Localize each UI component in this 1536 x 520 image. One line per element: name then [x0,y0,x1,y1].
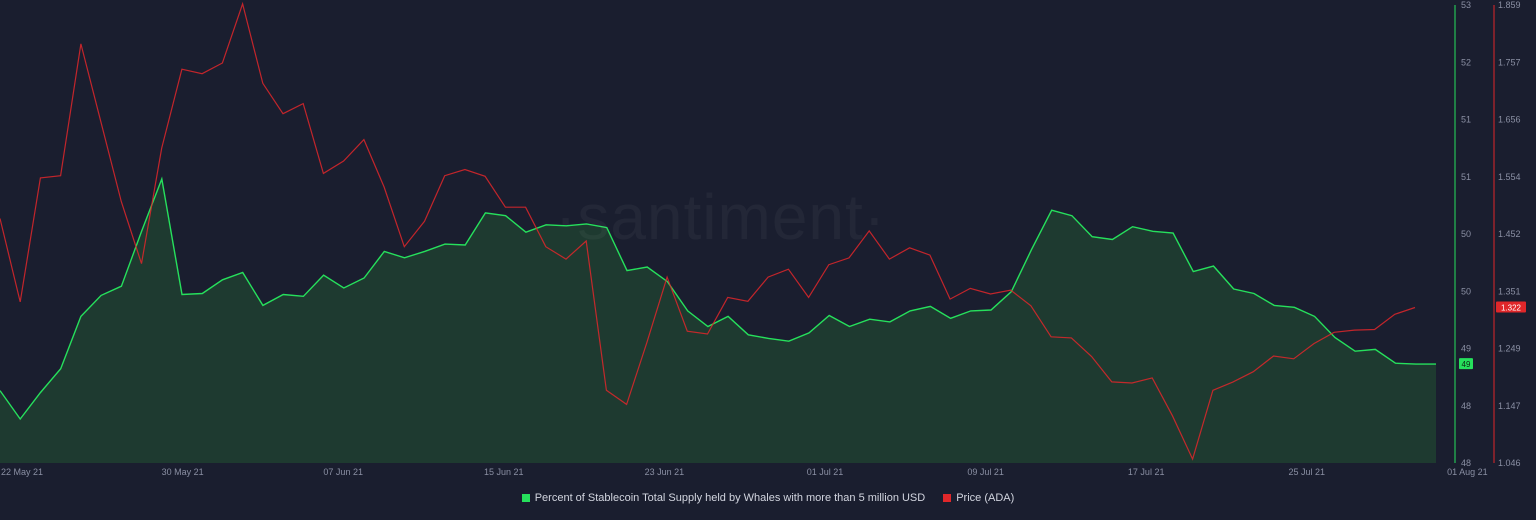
legend-item-price-ada[interactable]: Price (ADA) [943,492,1014,504]
y-right-tick-label: 1.452 [1498,229,1521,239]
chart-legend: Percent of Stablecoin Total Supply held … [0,492,1536,504]
x-tick-label: 09 Jul 21 [967,467,1004,477]
y-right-tick-label: 1.046 [1498,458,1521,468]
legend-item-whale-supply[interactable]: Percent of Stablecoin Total Supply held … [521,492,926,504]
legend-label-price-ada: Price (ADA) [956,492,1015,504]
whale-supply-value-badge [1459,358,1473,370]
y-right-tick-label: 1.351 [1498,286,1521,296]
legend-swatch-whale-supply [521,494,530,502]
legend-swatch-price-ada [943,494,952,502]
whale-supply-area [0,179,1436,463]
y-right-tick-label: 1.147 [1498,401,1521,411]
y-left-tick-label: 51 [1461,115,1471,125]
chart-svg: 53 52 51 51 50 50 49 48 48 1.859 1.757 1.656 1.554 1.… [0,0,1526,477]
whale-supply-value-badge-text: 49 [1462,360,1471,369]
y-left-tick-label: 48 [1461,401,1471,411]
y-left-tick-label: 50 [1461,286,1471,296]
y-right-tick-label: 1.656 [1498,115,1521,125]
y-left-tick-label: 49 [1461,344,1471,354]
price-ada-value-badge-text: 1.322 [1501,304,1522,313]
x-tick-label: 01 Jul 21 [807,467,844,477]
x-tick-label: 30 May 21 [162,467,204,477]
y-left-tick-label: 53 [1461,0,1471,10]
price-ada-value-badge [1496,301,1526,313]
y-right-tick-label: 1.554 [1498,172,1521,182]
x-tick-label: 23 Jun 21 [645,467,685,477]
x-tick-label: 07 Jun 21 [323,467,363,477]
x-tick-label: 25 Jul 21 [1289,467,1326,477]
x-tick-label: 15 Jun 21 [484,467,524,477]
legend-label-whale-supply: Percent of Stablecoin Total Supply held … [534,492,926,504]
y-left-tick-label: 52 [1461,57,1471,67]
y-right-tick-label: 1.757 [1498,57,1521,67]
y-left-tick-label: 48 [1461,458,1471,468]
y-right-tick-label: 1.859 [1498,0,1521,10]
y-right-tick-label: 1.249 [1498,344,1521,354]
whale-supply-line [0,176,1436,421]
y-left-tick-label: 51 [1461,172,1471,182]
x-tick-label: 17 Jul 21 [1128,467,1165,477]
price-ada-line [0,1,1416,461]
x-tick-label: 01 Aug 21 [1447,467,1488,477]
y-left-tick-label: 50 [1461,229,1471,239]
x-tick-label: 22 May 21 [1,467,43,477]
